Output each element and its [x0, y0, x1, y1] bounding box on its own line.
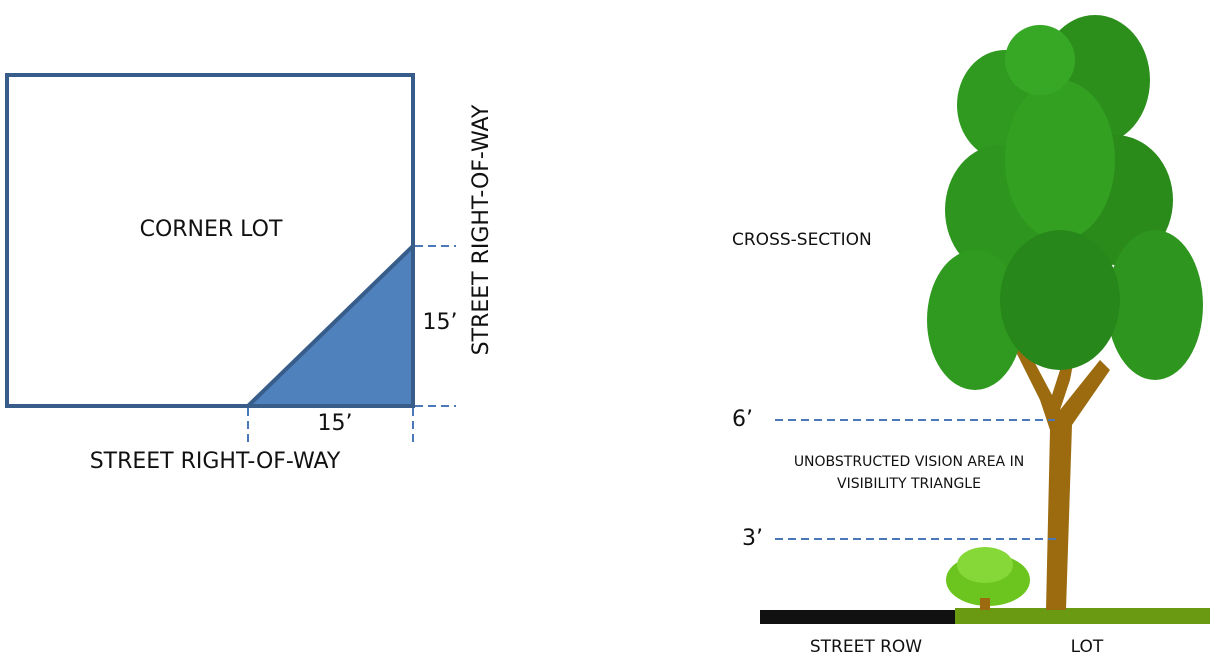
ground-label: STREET ROW [810, 637, 922, 657]
section-title: CROSS-SECTION [732, 230, 872, 250]
street-ground [760, 610, 955, 624]
vision-note: VISIBILITY TRIANGLE [837, 476, 981, 492]
shrub [946, 547, 1030, 610]
height-label: 3’ [742, 526, 763, 551]
dimension-label: 15’ [318, 411, 353, 436]
visibility-triangle [243, 241, 415, 408]
ground-label: LOT [1071, 637, 1104, 657]
lot-label: CORNER LOT [140, 217, 283, 242]
street-label: STREET RIGHT-OF-WAY [90, 449, 341, 474]
lot-ground [955, 608, 1210, 624]
dimension-label: 15’ [423, 310, 458, 335]
street-label: STREET RIGHT-OF-WAY [469, 104, 494, 355]
lot-outline [5, 73, 415, 408]
vision-note: UNOBSTRUCTED VISION AREA IN [794, 454, 1024, 470]
tree [927, 15, 1203, 610]
height-label: 6’ [732, 407, 753, 432]
